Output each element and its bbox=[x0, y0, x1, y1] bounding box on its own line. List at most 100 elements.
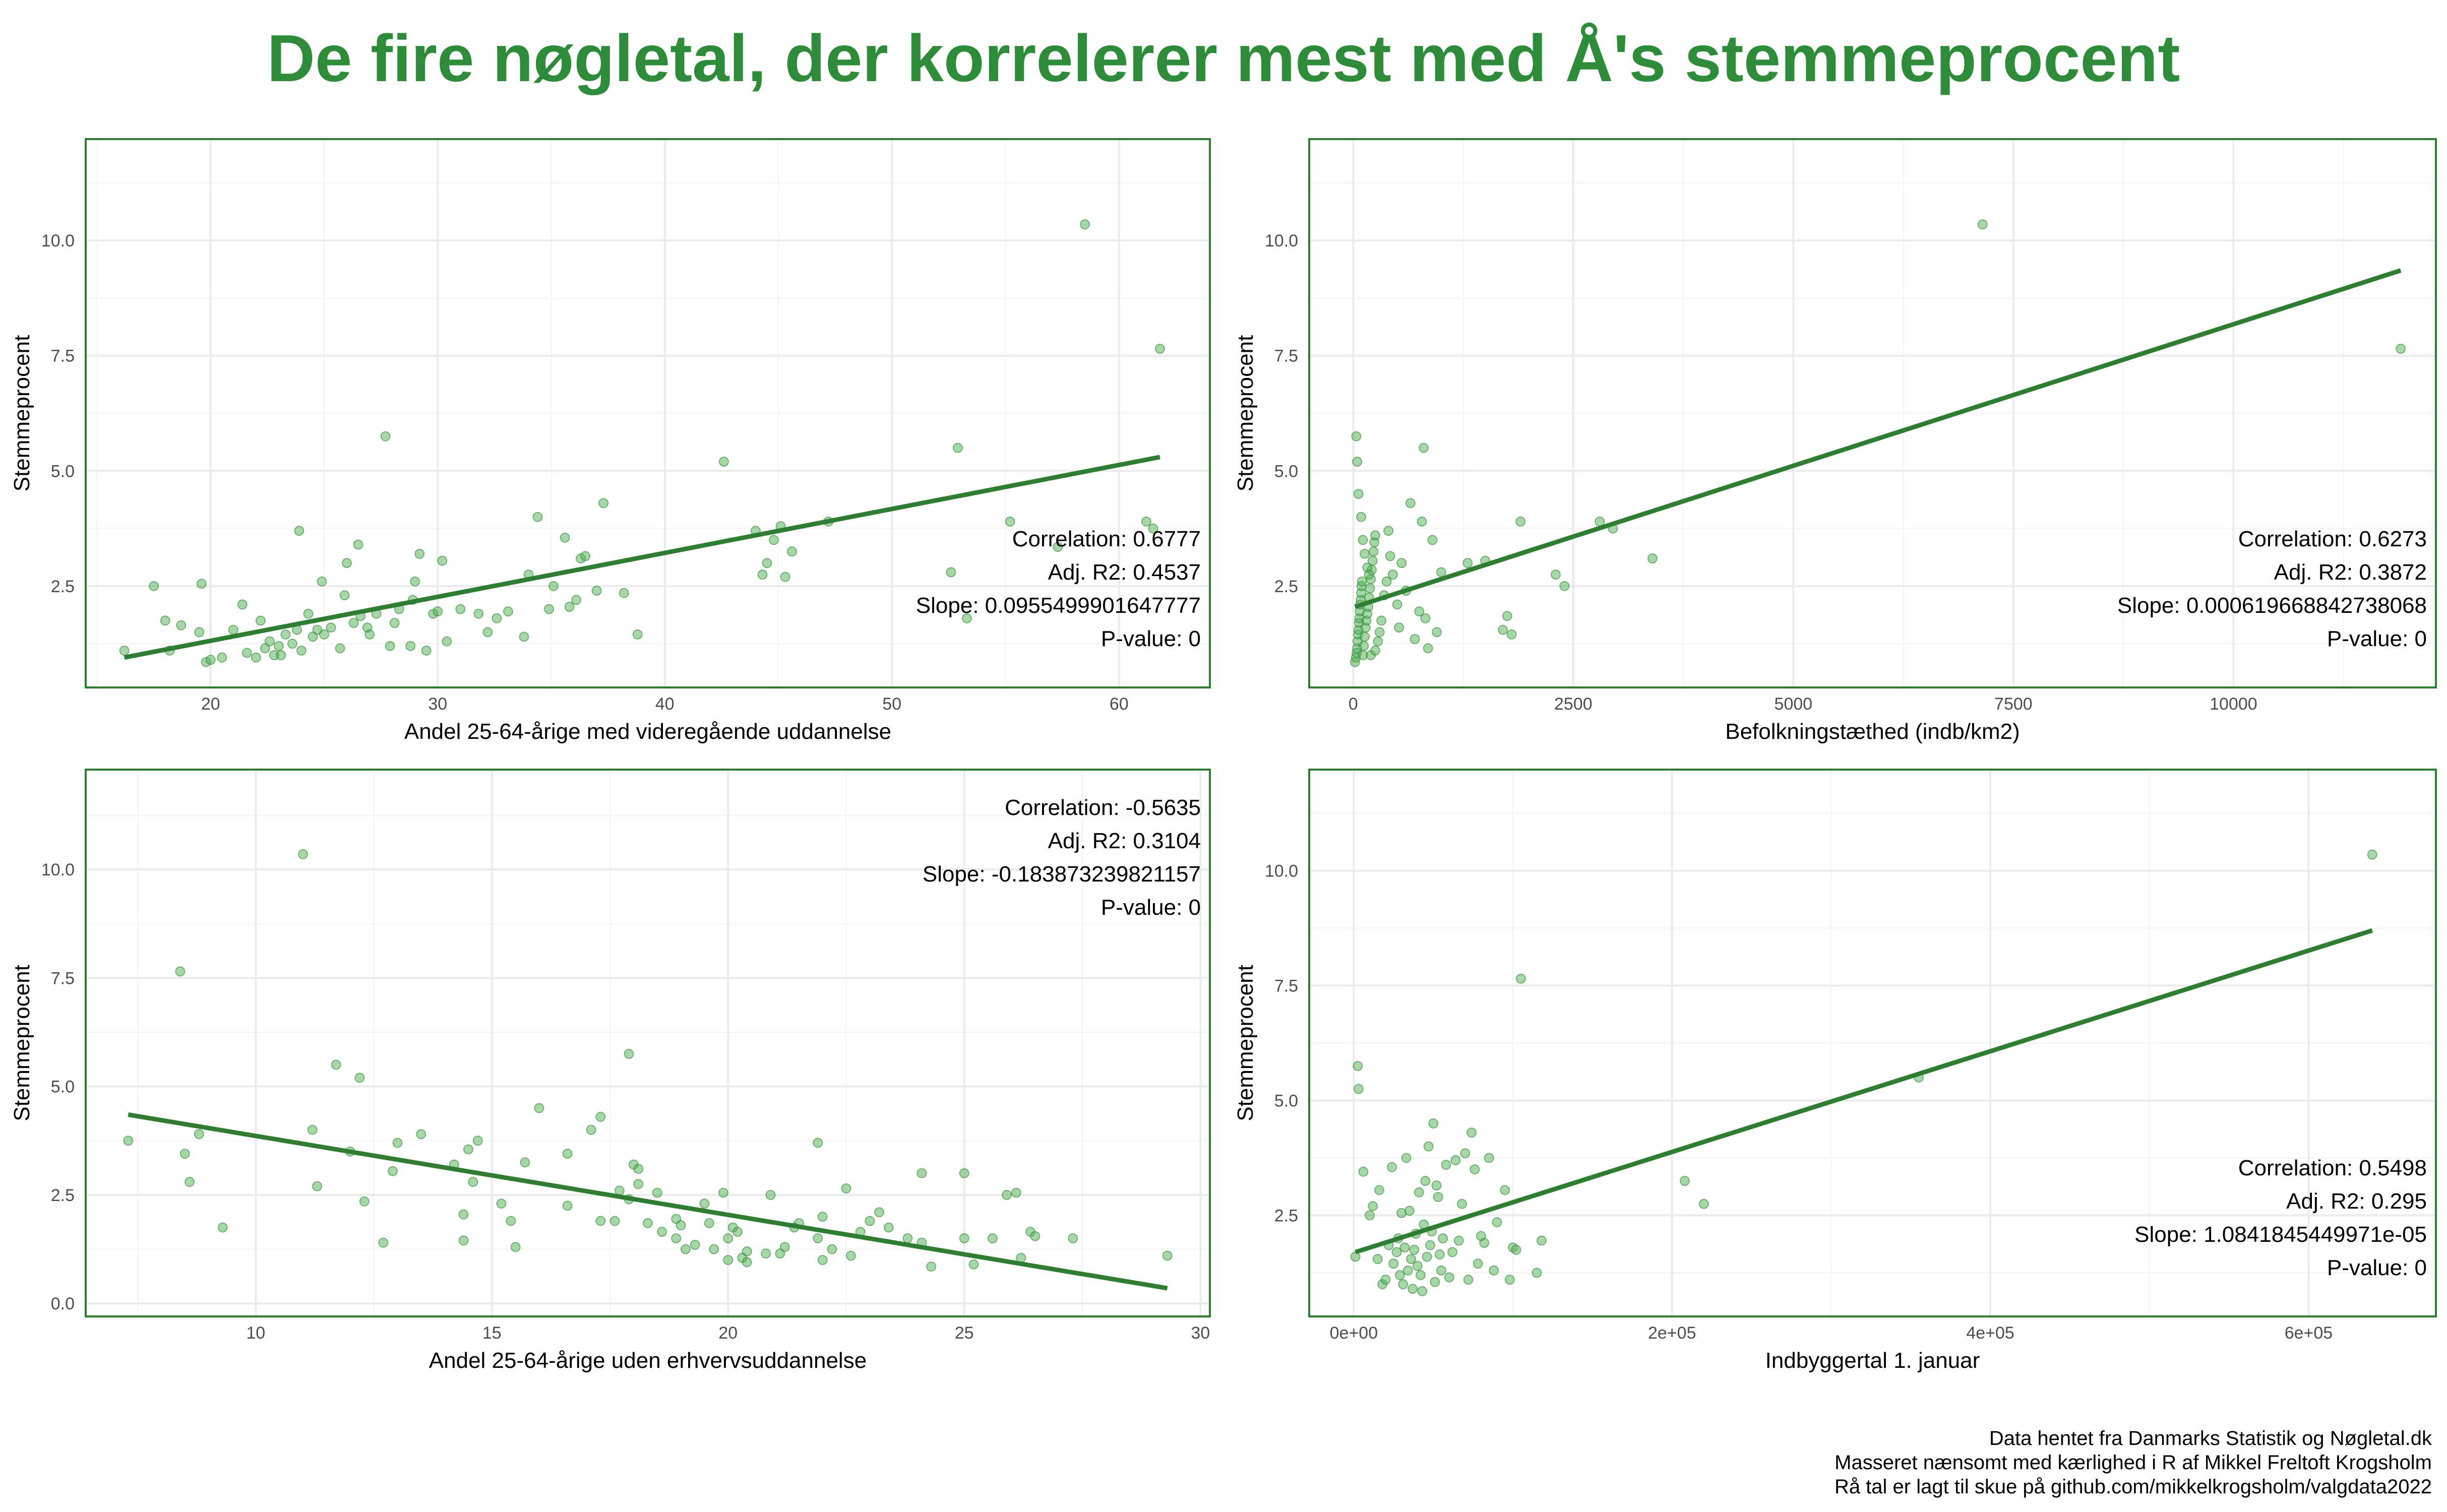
y-tick-label: 10.0 bbox=[1265, 231, 1298, 250]
data-point bbox=[1383, 526, 1394, 536]
data-point bbox=[1368, 1201, 1378, 1212]
data-point bbox=[562, 1149, 573, 1159]
data-point bbox=[1506, 629, 1517, 640]
data-point bbox=[624, 1049, 634, 1059]
data-point bbox=[1005, 516, 1015, 527]
data-point bbox=[1412, 1261, 1423, 1271]
scatter-panel-population-density: 0 2500 5000 7500 10000 2.5 5.0 7.5 10.0 Correlati… bbox=[1224, 132, 2447, 762]
stats-annotation-line: P-value: 0 bbox=[2327, 1255, 2427, 1280]
data-point bbox=[1381, 576, 1392, 587]
y-tick-label: 5.0 bbox=[1274, 462, 1298, 481]
data-point bbox=[560, 532, 570, 543]
data-point bbox=[883, 1222, 894, 1233]
data-point bbox=[718, 457, 729, 467]
data-point bbox=[1414, 1187, 1424, 1198]
data-point bbox=[307, 1124, 318, 1135]
data-point bbox=[614, 1185, 625, 1196]
data-point bbox=[1350, 1251, 1361, 1262]
data-point bbox=[591, 586, 602, 596]
data-point bbox=[598, 498, 609, 509]
x-tick-label: 7500 bbox=[1994, 695, 2033, 714]
regression-line bbox=[124, 455, 1160, 660]
data-point bbox=[1365, 583, 1375, 594]
data-point bbox=[865, 1216, 875, 1226]
data-point bbox=[1489, 1265, 1499, 1276]
x-axis-title: Indbyggertal 1. januar bbox=[1765, 1348, 1980, 1373]
data-point bbox=[506, 1216, 516, 1226]
data-point bbox=[1376, 615, 1387, 626]
data-point bbox=[319, 629, 330, 640]
x-tick-label: 2e+05 bbox=[1648, 1324, 1696, 1343]
x-tick-label: 20 bbox=[718, 1324, 738, 1343]
x-tick-label: 4e+05 bbox=[1966, 1324, 2014, 1343]
data-point bbox=[1422, 1251, 1432, 1262]
data-point bbox=[564, 602, 575, 612]
data-point bbox=[260, 643, 270, 654]
data-point bbox=[1353, 489, 1364, 499]
data-point bbox=[1358, 1166, 1369, 1177]
data-point bbox=[1148, 523, 1158, 534]
stats-annotation-line: Correlation: 0.6777 bbox=[1012, 527, 1201, 551]
data-point bbox=[1387, 1162, 1397, 1172]
stats-annotation-line: Adj. R2: 0.295 bbox=[2286, 1189, 2427, 1214]
data-point bbox=[742, 1246, 752, 1256]
data-point bbox=[742, 1257, 752, 1268]
data-point bbox=[757, 570, 768, 580]
data-point bbox=[255, 615, 266, 626]
data-point bbox=[492, 613, 502, 623]
data-point bbox=[437, 555, 448, 566]
x-tick-label: 10000 bbox=[2210, 695, 2257, 714]
data-point bbox=[1417, 1286, 1428, 1296]
data-point bbox=[1453, 1235, 1464, 1246]
data-point bbox=[1559, 581, 1570, 591]
data-point bbox=[699, 1199, 710, 1209]
data-point bbox=[571, 595, 582, 605]
data-point bbox=[1364, 1210, 1375, 1221]
data-point bbox=[458, 1209, 469, 1220]
data-point bbox=[196, 579, 207, 589]
data-point bbox=[633, 1179, 644, 1189]
data-point bbox=[902, 1233, 913, 1243]
data-point bbox=[1502, 611, 1512, 621]
data-point bbox=[1462, 558, 1473, 569]
stats-annotation-line: Correlation: 0.5498 bbox=[2238, 1156, 2427, 1180]
data-point bbox=[421, 645, 432, 656]
data-point bbox=[548, 581, 559, 591]
data-point bbox=[1417, 516, 1427, 527]
caption-line-github: Rå tal er lagt til skue på github.com/mi… bbox=[1834, 1476, 2432, 1498]
y-axis-title: Stemmeprocent bbox=[10, 965, 34, 1121]
data-point bbox=[633, 1164, 644, 1174]
x-tick-label: 6e+05 bbox=[2285, 1324, 2333, 1343]
data-point bbox=[228, 624, 238, 635]
data-point bbox=[779, 1242, 790, 1252]
y-tick-label: 10.0 bbox=[41, 231, 75, 250]
data-point bbox=[385, 641, 395, 651]
x-tick-label: 15 bbox=[482, 1324, 502, 1343]
x-tick-label: 2500 bbox=[1554, 695, 1593, 714]
data-point bbox=[987, 1233, 998, 1243]
x-tick-label: 10 bbox=[246, 1324, 265, 1343]
data-point bbox=[1423, 1141, 1434, 1152]
x-tick-label: 0 bbox=[1349, 695, 1358, 714]
data-point bbox=[496, 1199, 507, 1209]
data-point bbox=[1353, 1084, 1364, 1094]
data-point bbox=[762, 558, 772, 569]
data-point bbox=[520, 1157, 530, 1168]
scatter-panel-higher-education: 20 30 40 50 60 2.5 5.0 7.5 10.0 Correlation: 0.67… bbox=[0, 132, 1220, 762]
data-point bbox=[841, 1183, 851, 1193]
y-tick-label: 5.0 bbox=[51, 1078, 75, 1097]
data-point bbox=[503, 606, 513, 617]
data-point bbox=[1002, 1189, 1012, 1200]
stats-annotation-line: Slope: 1.0841845449971e-05 bbox=[2134, 1222, 2427, 1247]
data-point bbox=[1392, 599, 1402, 610]
x-tick-label: 40 bbox=[655, 695, 675, 714]
data-point bbox=[1450, 1155, 1461, 1165]
data-point bbox=[817, 1255, 828, 1266]
data-point bbox=[952, 443, 963, 453]
data-point bbox=[1360, 548, 1370, 559]
data-point bbox=[1463, 1275, 1474, 1285]
data-point bbox=[205, 655, 216, 665]
data-point bbox=[1030, 1231, 1041, 1241]
data-point bbox=[1418, 443, 1429, 453]
data-point bbox=[1380, 1275, 1391, 1285]
